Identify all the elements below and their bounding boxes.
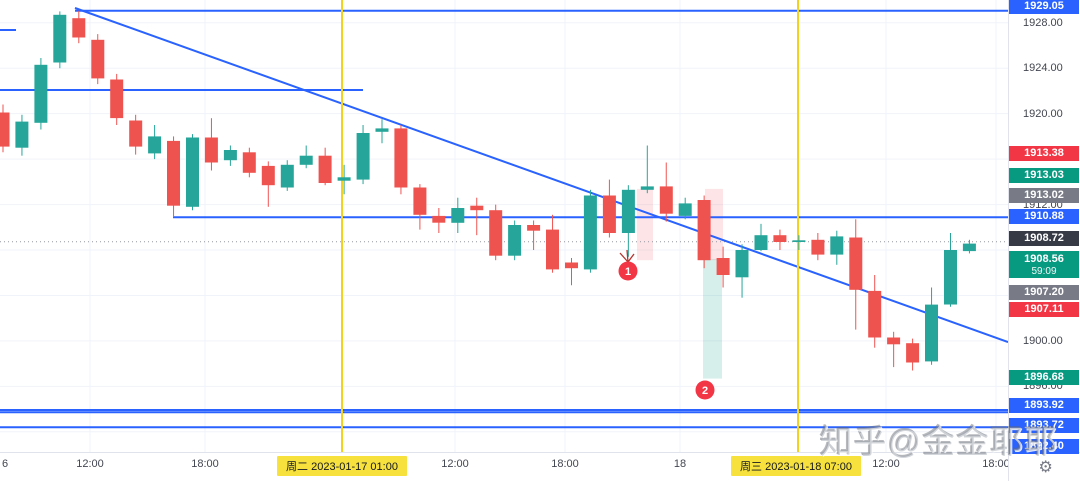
price-tick: 1900.00 [1023, 335, 1063, 347]
time-label: 18:00 [982, 458, 1010, 470]
candle-body-up [508, 225, 522, 256]
candle-body-down [167, 140, 180, 206]
candle-body-up [754, 235, 768, 250]
time-axis[interactable]: 6 12:00 18:00 周二 2023-01-17 01:00 12:00 18:00… [0, 452, 1010, 481]
candle-body-up [299, 155, 313, 165]
candle-body-down [91, 39, 105, 79]
candle-body-down [204, 137, 218, 163]
price-badge-blue: 1893.92 [1009, 398, 1079, 413]
candle-body-up [830, 236, 844, 255]
price-badge-up: 1913.03 [1009, 168, 1079, 183]
price-badge-blue: 1929.05 [1009, 0, 1079, 14]
time-label: 18:00 [551, 458, 579, 470]
candle-body-up [53, 14, 67, 63]
candle-body-up [356, 133, 370, 180]
price-badge-blue: 1892.40 [1009, 439, 1079, 454]
time-label: 6 [1, 458, 9, 470]
price-axis[interactable]: 1928.00 1924.00 1920.00 1912.00 1900.00 1896.… [1008, 0, 1080, 454]
countdown-timer: 59:09 [1031, 266, 1057, 277]
candlestick-chart[interactable]: 12 [0, 0, 1008, 452]
candle-body-down [489, 210, 503, 256]
time-label: 18:00 [191, 458, 219, 470]
price-badge-blue: 1910.88 [1009, 209, 1079, 224]
candle-body-down [602, 195, 616, 233]
candle-body-up [337, 177, 351, 181]
candle-body-up [186, 137, 199, 207]
price-badge-blue: 1893.72 [1009, 418, 1079, 433]
scratch-mark [627, 253, 635, 263]
marker-number-2: 2 [702, 385, 708, 397]
scratch-mark [619, 252, 629, 263]
time-label-session: 周三 2023-01-18 07:00 [731, 456, 861, 476]
candle-body-down [110, 79, 124, 119]
price-badge-down: 1907.11 [1009, 302, 1079, 317]
candle-body-down [0, 112, 10, 147]
candle-body-down [849, 237, 863, 290]
candle-body-up [621, 189, 635, 233]
candle-body-down [394, 128, 408, 188]
price-tick: 1928.00 [1023, 17, 1063, 29]
time-label: 12:00 [441, 458, 469, 470]
candle-body-down [242, 152, 256, 173]
candle-body-up [34, 64, 48, 123]
candle-body-down [546, 229, 559, 270]
candle-body-down [318, 155, 332, 183]
candle-body-up [375, 128, 389, 132]
candle-body-up [15, 121, 29, 148]
candle-body-up [583, 195, 597, 270]
candle-body-up [792, 240, 806, 242]
candle-body-down [868, 290, 882, 338]
candle-body-down [697, 200, 711, 261]
candle-body-up [735, 250, 749, 278]
gear-icon[interactable]: ⚙ [1038, 459, 1053, 476]
candle-body-up [944, 250, 957, 305]
axis-corner: ⚙ [1008, 452, 1080, 481]
marker-circle-1 [618, 261, 638, 281]
candle-body-down [261, 165, 275, 186]
candle-body-down [773, 235, 787, 242]
candle-body-down [527, 225, 541, 231]
marker-circle-2 [695, 380, 715, 400]
candle-body-up [223, 150, 237, 161]
time-label: 18 [673, 458, 687, 470]
pink-highlight-box [637, 188, 653, 261]
candle-body-up [451, 208, 465, 223]
candle-body-up [280, 164, 294, 188]
candle-body-down [887, 337, 901, 345]
price-tick: 1924.00 [1023, 62, 1063, 74]
candle-body-up [640, 186, 654, 190]
candle-body-up [925, 304, 938, 362]
price-tick: 1920.00 [1023, 108, 1063, 120]
candle-body-down [470, 205, 484, 211]
price-badge-up: 1896.68 [1009, 370, 1079, 385]
candle-body-up [962, 243, 976, 252]
price-badge-down: 1913.38 [1009, 146, 1079, 161]
candle-body-down [811, 239, 825, 255]
candle-body-down [906, 343, 920, 363]
candle-body-down [432, 215, 446, 223]
candle-body-up [148, 136, 162, 154]
marker-number-1: 1 [625, 266, 631, 278]
time-label: 12:00 [76, 458, 104, 470]
candle-body-down [72, 18, 86, 38]
time-label-session: 周二 2023-01-17 01:00 [277, 456, 407, 476]
candle-body-down [659, 186, 673, 214]
teal-highlight-box [703, 259, 722, 379]
scratch-mark [626, 249, 629, 263]
time-label: 12:00 [872, 458, 900, 470]
candle-body-down [129, 120, 143, 147]
price-badge-up: 1908.56 59:09 [1009, 251, 1079, 278]
candle-body-down [716, 258, 730, 275]
price-badge-dark: 1908.72 [1009, 231, 1079, 246]
watermark: 知乎@金金耶耶 [819, 423, 1058, 460]
price-badge-gray: 1913.02 [1009, 188, 1079, 203]
candle-body-up [678, 203, 692, 216]
candle-body-down [413, 187, 427, 215]
price-badge-gray: 1907.20 [1009, 285, 1079, 300]
candle-body-down [565, 262, 578, 269]
descending-trendline [74, 7, 1008, 344]
